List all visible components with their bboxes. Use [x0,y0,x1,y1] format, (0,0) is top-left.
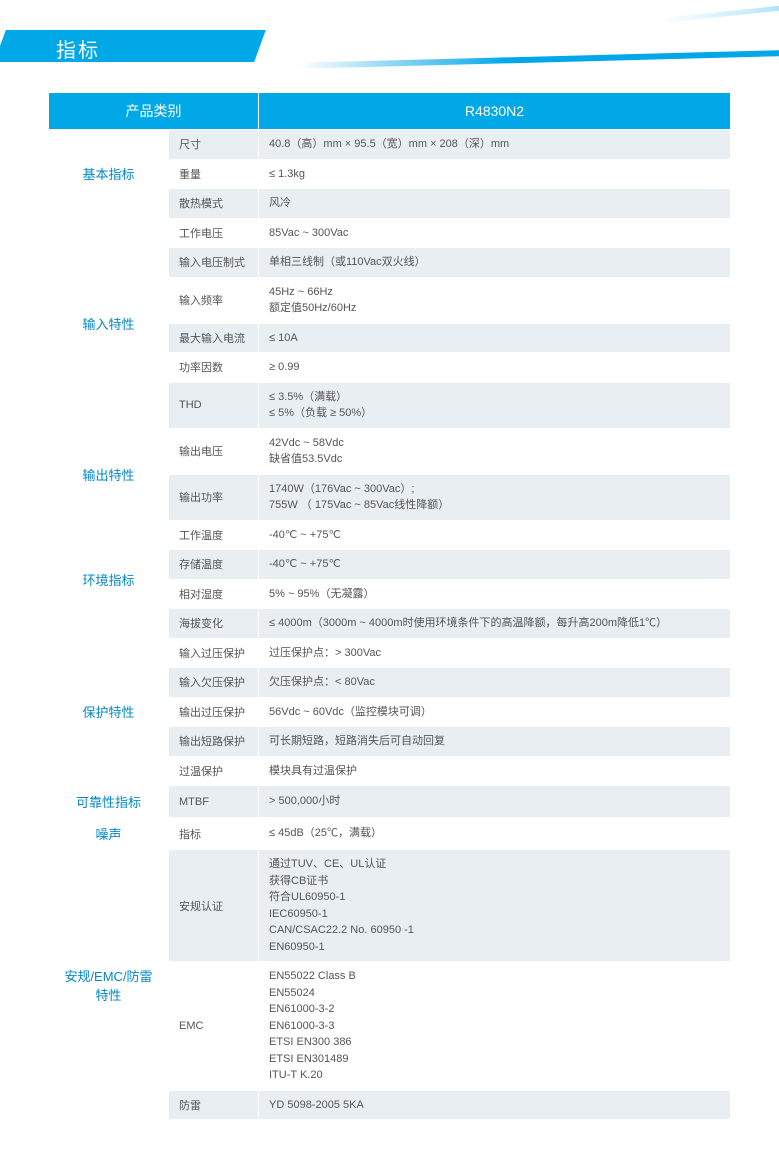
param-cell: 相对湿度 [169,579,259,609]
category-cell: 噪声 [49,818,169,850]
table-row: 输出特性输出电压42Vdc ~ 58Vdc 缺省值53.5Vdc [49,428,731,474]
value-cell: ≤ 45dB（25℃，满载） [259,818,731,850]
param-cell: 指标 [169,818,259,850]
value-cell: 欠压保护点：< 80Vac [259,668,731,698]
banner-title: 指标 [56,34,100,63]
category-cell: 可靠性指标 [49,786,169,818]
banner-stripe-top [659,2,779,24]
value-cell: ≤ 10A [259,323,731,353]
table-row: 保护特性输入过压保护过压保护点：> 300Vac [49,638,731,668]
param-cell: EMC [169,962,259,1091]
param-cell: 输入频率 [169,277,259,323]
category-cell: 输入特性 [49,218,169,428]
param-cell: THD [169,382,259,428]
table-row: 输入特性工作电压85Vac ~ 300Vac [49,218,731,248]
table-row: 噪声指标≤ 45dB（25℃，满载） [49,818,731,850]
value-cell: 通过TUV、CE、UL认证 获得CB证书 符合UL60950-1 IEC6095… [259,850,731,962]
header-model: R4830N2 [259,93,731,130]
value-cell: 45Hz ~ 66Hz 额定值50Hz/60Hz [259,277,731,323]
value-cell: YD 5098-2005 5KA [259,1090,731,1120]
param-cell: 输出短路保护 [169,727,259,757]
category-cell: 输出特性 [49,428,169,520]
value-cell: 5% ~ 95%（无凝露） [259,579,731,609]
spec-table: 产品类别 R4830N2 基本指标尺寸40.8（高）mm × 95.5（宽）mm… [48,92,731,1120]
value-cell: 40.8（高）mm × 95.5（宽）mm × 208（深）mm [259,130,731,160]
category-cell: 环境指标 [49,520,169,638]
value-cell: 42Vdc ~ 58Vdc 缺省值53.5Vdc [259,428,731,474]
param-cell: MTBF [169,786,259,818]
value-cell: > 500,000小时 [259,786,731,818]
param-cell: 海拔变化 [169,609,259,639]
param-cell: 输出电压 [169,428,259,474]
category-cell: 保护特性 [49,638,169,786]
table-row: 环境指标工作温度-40℃ ~ +75℃ [49,520,731,550]
header-category: 产品类别 [49,93,259,130]
param-cell: 工作电压 [169,218,259,248]
param-cell: 最大输入电流 [169,323,259,353]
banner-stripe-bottom [299,49,779,69]
table-header-row: 产品类别 R4830N2 [49,93,731,130]
value-cell: ≤ 3.5%（满载） ≤ 5%（负载 ≥ 50%） [259,382,731,428]
value-cell: ≤ 4000m（3000m ~ 4000m时使用环境条件下的高温降额，每升高20… [259,609,731,639]
value-cell: 56Vdc ~ 60Vdc（监控模块可调） [259,697,731,727]
param-cell: 散热模式 [169,189,259,219]
param-cell: 输入电压制式 [169,248,259,278]
value-cell: 过压保护点：> 300Vac [259,638,731,668]
category-cell: 基本指标 [49,130,169,219]
param-cell: 输入过压保护 [169,638,259,668]
table-row: 基本指标尺寸40.8（高）mm × 95.5（宽）mm × 208（深）mm [49,130,731,160]
param-cell: 安规认证 [169,850,259,962]
value-cell: 风冷 [259,189,731,219]
param-cell: 功率因数 [169,353,259,383]
param-cell: 重量 [169,159,259,189]
table-container: 产品类别 R4830N2 基本指标尺寸40.8（高）mm × 95.5（宽）mm… [0,72,779,1150]
value-cell: 模块具有过温保护 [259,756,731,786]
value-cell: 85Vac ~ 300Vac [259,218,731,248]
banner: 指标 [0,0,779,72]
param-cell: 过温保护 [169,756,259,786]
value-cell: 可长期短路，短路消失后可自动回复 [259,727,731,757]
value-cell: 单相三线制（或110Vac双火线） [259,248,731,278]
value-cell: 1740W（176Vac ~ 300Vac）; 755W （ 175Vac ~ … [259,474,731,520]
param-cell: 存储温度 [169,550,259,580]
category-cell: 安规/EMC/防雷 特性 [49,850,169,1120]
value-cell: ≤ 1.3kg [259,159,731,189]
value-cell: ≥ 0.99 [259,353,731,383]
param-cell: 输入欠压保护 [169,668,259,698]
table-row: 可靠性指标MTBF> 500,000小时 [49,786,731,818]
value-cell: -40℃ ~ +75℃ [259,520,731,550]
table-body: 基本指标尺寸40.8（高）mm × 95.5（宽）mm × 208（深）mm重量… [49,130,731,1120]
table-row: 安规/EMC/防雷 特性安规认证通过TUV、CE、UL认证 获得CB证书 符合U… [49,850,731,962]
param-cell: 防雷 [169,1090,259,1120]
param-cell: 输出过压保护 [169,697,259,727]
value-cell: -40℃ ~ +75℃ [259,550,731,580]
param-cell: 尺寸 [169,130,259,160]
banner-bg [0,30,266,62]
value-cell: EN55022 Class B EN55024 EN61000-3-2 EN61… [259,962,731,1091]
param-cell: 输出功率 [169,474,259,520]
param-cell: 工作温度 [169,520,259,550]
